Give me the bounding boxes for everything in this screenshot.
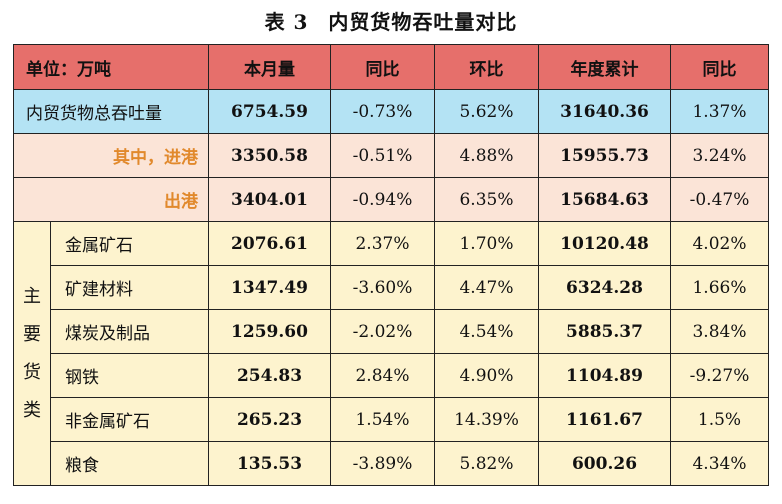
cell-mom: 4.54% (434, 309, 539, 354)
cell-mom: 5.62% (434, 89, 539, 134)
cell-yoy: -0.51% (330, 133, 435, 178)
row-label: 煤炭及制品 (50, 309, 209, 354)
table-row: 钢铁 254.83 2.84% 4.90% 1104.89 -9.27% (14, 353, 769, 398)
table-row: 矿建材料 1347.49 -3.60% 4.47% 6324.28 1.66% (14, 265, 769, 310)
cell-ytd-yoy: -0.47% (670, 177, 769, 222)
row-label: 非金属矿石 (50, 397, 209, 442)
cell-month: 3404.01 (208, 177, 331, 222)
throughput-table: 单位：万吨 本月量 同比 环比 年度累计 同比 内贸货物总吞吐量 6754.59… (13, 44, 769, 486)
cell-ytd: 15684.63 (538, 177, 671, 222)
table-row: 内贸货物总吞吐量 6754.59 -0.73% 5.62% 31640.36 1… (13, 89, 769, 134)
row-label: 出港 (13, 177, 209, 222)
cell-month: 2076.61 (208, 221, 331, 266)
cell-ytd: 1104.89 (538, 353, 671, 398)
header-ytd: 年度累计 (538, 44, 671, 90)
cell-mom: 4.88% (434, 133, 539, 178)
cell-ytd: 15955.73 (538, 133, 671, 178)
cell-yoy: 2.37% (330, 221, 435, 266)
table-row: 其中，进港 3350.58 -0.51% 4.88% 15955.73 3.24… (13, 133, 769, 178)
cell-yoy: -3.89% (330, 441, 435, 486)
header-ytd-yoy: 同比 (670, 44, 769, 90)
cell-ytd-yoy: 4.02% (670, 221, 769, 266)
table-caption: 内贸货物吞吐量对比 (328, 10, 518, 34)
table-row: 粮食 135.53 -3.89% 5.82% 600.26 4.34% (14, 441, 769, 486)
cell-ytd-yoy: 1.66% (670, 265, 769, 310)
cell-mom: 14.39% (434, 397, 539, 442)
cell-ytd-yoy: 4.34% (670, 441, 769, 486)
row-label: 矿建材料 (50, 265, 209, 310)
cell-month: 265.23 (208, 397, 331, 442)
cell-mom: 5.82% (434, 441, 539, 486)
header-mom: 环比 (434, 44, 539, 90)
cell-month: 6754.59 (208, 89, 331, 134)
cell-month: 1259.60 (208, 309, 331, 354)
cell-ytd: 600.26 (538, 441, 671, 486)
cell-yoy: -2.02% (330, 309, 435, 354)
cell-yoy: 1.54% (330, 397, 435, 442)
cell-ytd-yoy: -9.27% (670, 353, 769, 398)
cell-ytd: 1161.67 (538, 397, 671, 442)
table-title: 表 3 内贸货物吞吐量对比 (0, 6, 782, 35)
row-label: 钢铁 (50, 353, 209, 398)
table-row: 主要货类 金属矿石 2076.61 2.37% 1.70% 10120.48 4… (13, 221, 769, 486)
table-row: 煤炭及制品 1259.60 -2.02% 4.54% 5885.37 3.84% (14, 309, 769, 354)
cell-ytd: 5885.37 (538, 309, 671, 354)
table-row: 非金属矿石 265.23 1.54% 14.39% 1161.67 1.5% (14, 397, 769, 442)
cell-mom: 4.47% (434, 265, 539, 310)
cell-mom: 6.35% (434, 177, 539, 222)
cell-ytd-yoy: 3.24% (670, 133, 769, 178)
cell-ytd: 31640.36 (538, 89, 671, 134)
header-yoy: 同比 (330, 44, 435, 90)
cell-ytd-yoy: 3.84% (670, 309, 769, 354)
cell-yoy: -0.94% (330, 177, 435, 222)
table-number: 表 3 (264, 10, 309, 34)
cell-ytd: 10120.48 (538, 221, 671, 266)
cell-ytd: 6324.28 (538, 265, 671, 310)
cell-month: 3350.58 (208, 133, 331, 178)
cell-month: 254.83 (208, 353, 331, 398)
row-label: 金属矿石 (50, 221, 209, 266)
row-label: 其中，进港 (13, 133, 209, 178)
header-month: 本月量 (208, 44, 331, 90)
cell-month: 135.53 (208, 441, 331, 486)
header-unit: 单位：万吨 (13, 44, 209, 90)
goods-group-label: 主要货类 (13, 221, 51, 486)
cell-yoy: -0.73% (330, 89, 435, 134)
cell-yoy: -3.60% (330, 265, 435, 310)
cell-ytd-yoy: 1.37% (670, 89, 769, 134)
row-label: 粮食 (50, 441, 209, 486)
row-label: 内贸货物总吞吐量 (13, 89, 209, 134)
cell-mom: 4.90% (434, 353, 539, 398)
cell-ytd-yoy: 1.5% (670, 397, 769, 442)
cell-mom: 1.70% (434, 221, 539, 266)
header-row: 单位：万吨 本月量 同比 环比 年度累计 同比 (13, 44, 769, 90)
cell-yoy: 2.84% (330, 353, 435, 398)
cell-month: 1347.49 (208, 265, 331, 310)
table-row: 出港 3404.01 -0.94% 6.35% 15684.63 -0.47% (13, 177, 769, 222)
